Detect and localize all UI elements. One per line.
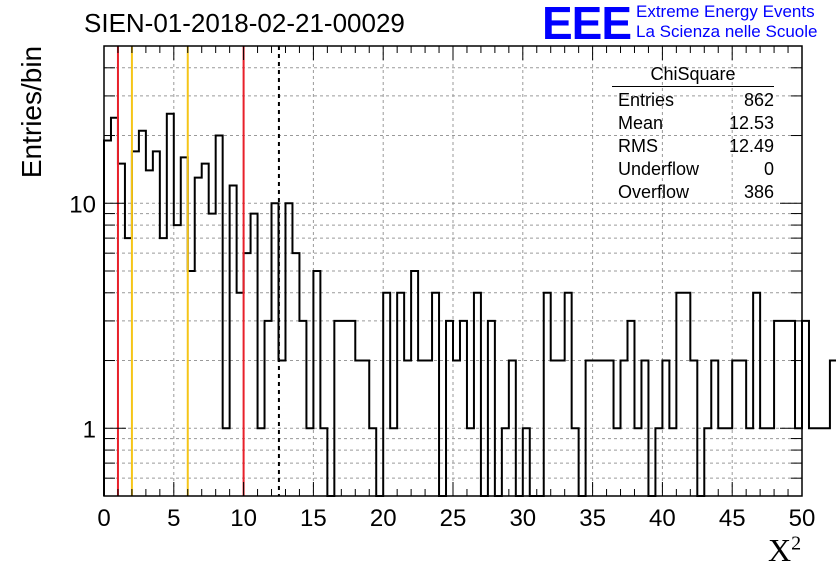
x-tick-label: 40: [649, 505, 676, 532]
x-tick-label: 50: [789, 505, 816, 532]
logo-line1: Extreme Energy Events: [636, 2, 815, 21]
stat-value: 12.53: [728, 113, 774, 133]
x-axis-label: X2: [768, 532, 801, 569]
y-tick-label: 10: [69, 191, 96, 218]
x-tick-label: 5: [167, 505, 180, 532]
stat-row-overflow: Overflow 386: [612, 181, 774, 204]
stat-value: 862: [743, 90, 774, 110]
stat-label: RMS: [618, 136, 658, 156]
stat-label: Overflow: [618, 182, 690, 202]
chart-title: SIEN-01-2018-02-21-00029: [84, 8, 405, 38]
stat-label: Entries: [618, 90, 675, 110]
stat-value: 0: [763, 159, 774, 179]
x-tick-label: 25: [440, 505, 467, 532]
x-tick-label: 10: [230, 505, 257, 532]
x-tick-label: 15: [300, 505, 327, 532]
x-tick-label: 30: [509, 505, 536, 532]
stats-title: ChiSquare: [612, 64, 774, 87]
x-axis-label-base: X: [768, 532, 792, 568]
stat-row-underflow: Underflow 0: [612, 158, 774, 181]
logo-line2: La Scienza nelle Scuole: [636, 22, 818, 41]
x-tick-label: 20: [370, 505, 397, 532]
x-tick-label: 45: [719, 505, 746, 532]
stat-label: Underflow: [618, 159, 700, 179]
eee-logo: EEE Extreme Energy Events La Scienza nel…: [542, 0, 832, 49]
stat-row-mean: Mean 12.53: [612, 112, 774, 135]
y-tick-label: 1: [83, 416, 96, 443]
x-axis-label-sup: 2: [791, 532, 802, 555]
x-tick-label: 35: [579, 505, 606, 532]
stat-row-entries: Entries 862: [612, 89, 774, 112]
x-tick-label: 0: [97, 505, 110, 532]
stats-box: ChiSquare Entries 862 Mean 12.53 RMS 12.…: [612, 64, 774, 204]
stat-value: 386: [743, 182, 774, 202]
stat-label: Mean: [618, 113, 664, 133]
histogram-series: [103, 112, 836, 497]
stat-row-rms: RMS 12.49: [612, 135, 774, 158]
stat-value: 12.49: [728, 136, 774, 156]
logo-mark: EEE: [542, 0, 632, 49]
